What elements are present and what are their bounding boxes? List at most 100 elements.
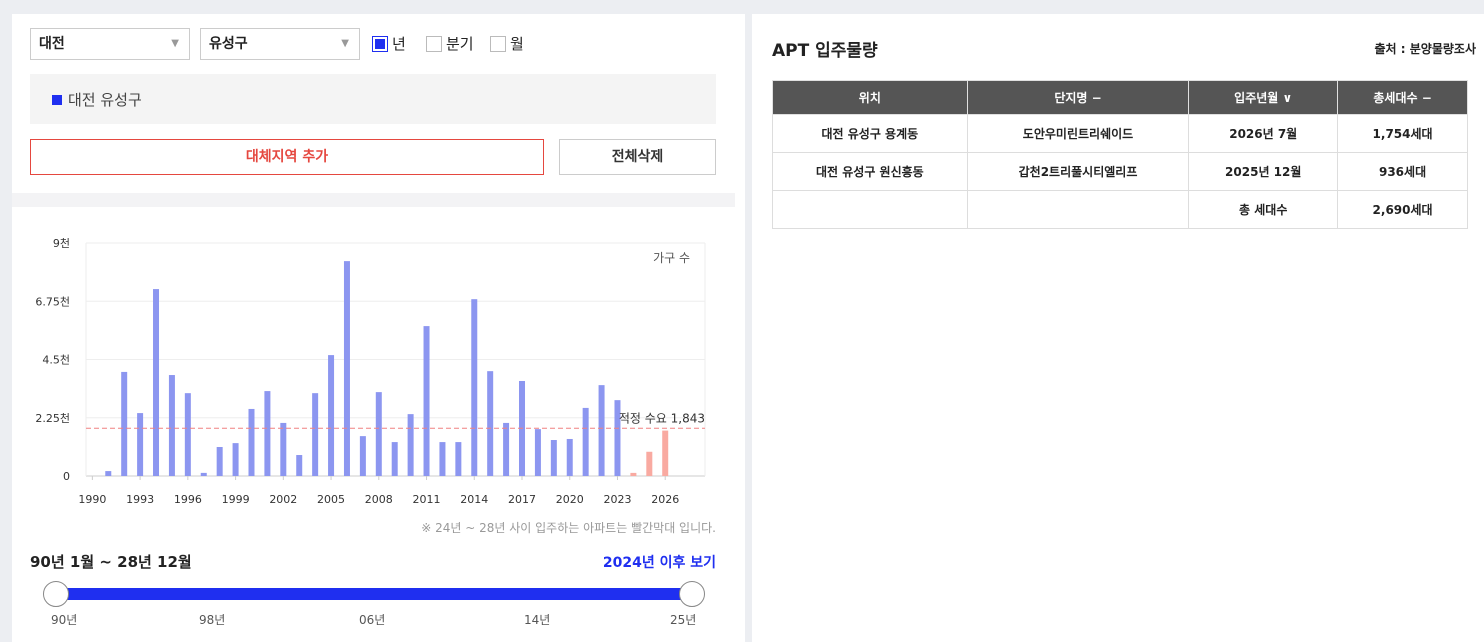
region-swatch <box>52 95 62 105</box>
bar <box>264 391 271 476</box>
arrow: ▼ <box>171 38 179 49</box>
bar <box>200 472 207 476</box>
x-tick-label: 1996 <box>174 493 202 506</box>
x-tick-label: 2002 <box>269 493 297 506</box>
table-row: 대전 유성구 용계동 도안우미린트리쉐이드 2026년 7월 1,754세대 <box>772 114 1468 153</box>
bar <box>550 440 557 476</box>
slider-label: 14년 <box>524 613 551 627</box>
bar <box>105 471 112 476</box>
option-label: 분기 <box>446 35 474 53</box>
x-tick-label: 2023 <box>603 493 631 506</box>
bar <box>137 413 144 476</box>
bar <box>375 392 382 476</box>
table-row: 대전 유성구 원신흥동 갑천2트리풀시티엘리프 2025년 12월 936세대 <box>772 152 1468 191</box>
period-option[interactable]: 월 <box>490 33 524 54</box>
slider-track <box>56 588 692 600</box>
bar <box>598 385 605 476</box>
bar <box>503 422 510 476</box>
table-cell <box>772 190 968 229</box>
table-title: APT 입주물량 <box>772 41 878 61</box>
bar <box>359 436 366 476</box>
bar <box>296 455 303 476</box>
x-tick-label: 1990 <box>78 493 106 506</box>
x-tick-label: 2005 <box>317 493 345 506</box>
y-tick-label: 6.75천 <box>35 294 70 308</box>
chart: 0 2.25천 4.5천 6.75천 9천 1990 1993 1996 1999 2002 200… <box>35 236 706 506</box>
district-select[interactable]: 유성구 ▼ <box>200 28 360 60</box>
period-option[interactable]: 분기 <box>426 33 474 54</box>
bar <box>582 407 589 476</box>
table-cell: 도안우미린트리쉐이드 <box>966 114 1190 153</box>
table-source: 출처 : 분양물량조사 <box>1374 42 1476 56</box>
region-select[interactable]: 대전 ▼ <box>30 28 190 60</box>
bar <box>248 408 255 476</box>
y-tick-label: 9천 <box>53 236 70 250</box>
bar <box>153 289 160 476</box>
x-tick-label: 2014 <box>460 493 488 506</box>
after-2024-link[interactable]: 2024년 이후 보기 <box>602 555 716 571</box>
checkbox <box>490 36 506 52</box>
header-cell[interactable]: 입주년월 ∨ <box>1188 80 1339 115</box>
header-cell[interactable]: 단지명 − <box>966 80 1190 115</box>
table-cell <box>966 190 1190 229</box>
x-tick-label: 2017 <box>508 493 536 506</box>
region-value: 대전 <box>39 36 65 52</box>
y-tick-label: 4.5천 <box>42 353 70 367</box>
table-cell: 2025년 12월 <box>1188 152 1339 191</box>
range-text: 90년 1월 ~ 28년 12월 <box>30 553 192 571</box>
x-tick-label: 2011 <box>413 493 441 506</box>
slider-label: 25년 <box>670 613 697 627</box>
checkbox <box>372 36 388 52</box>
bar <box>121 371 128 476</box>
bar <box>328 355 335 476</box>
header-cell: 위치 <box>772 80 968 115</box>
selected-region-box: 대전 유성구 <box>30 74 716 124</box>
slider-handle-start[interactable] <box>43 581 69 607</box>
table-cell: 총 세대수 <box>1188 190 1339 229</box>
bar <box>168 375 175 476</box>
bar <box>455 442 462 476</box>
x-tick-label: 2008 <box>365 493 393 506</box>
checkbox <box>426 36 442 52</box>
x-tick-label: 1999 <box>222 493 250 506</box>
table-cell: 갑천2트리풀시티엘리프 <box>966 152 1190 191</box>
clear-button[interactable]: 전체삭제 <box>559 139 716 175</box>
header-cell[interactable]: 총세대수 − <box>1337 80 1468 115</box>
slider-label: 98년 <box>199 613 226 627</box>
separator <box>12 193 735 207</box>
bar <box>646 451 653 476</box>
selected-region: 대전 유성구 <box>68 91 142 109</box>
slider-label: 90년 <box>51 613 78 627</box>
bar <box>439 442 446 476</box>
table-cell: 2026년 7월 <box>1188 114 1339 153</box>
district-value: 유성구 <box>209 36 248 52</box>
reference-label: 적정 수요 1,843 <box>619 411 705 425</box>
period-option[interactable]: 년 <box>372 33 406 54</box>
bar <box>614 400 621 476</box>
table-cell: 1,754세대 <box>1337 114 1468 153</box>
series-label: 가구 수 <box>653 251 690 265</box>
x-tick-label: 2020 <box>556 493 584 506</box>
bar <box>630 472 637 476</box>
slider-label: 06년 <box>359 613 386 627</box>
bar <box>280 422 287 476</box>
x-tick-label: 1993 <box>126 493 154 506</box>
bar <box>487 371 494 476</box>
x-tick-label: 2026 <box>651 493 679 506</box>
y-tick-label: 0 <box>63 470 70 483</box>
y-tick-label: 2.25천 <box>35 411 70 425</box>
option-label: 월 <box>510 35 524 53</box>
bar <box>662 430 669 476</box>
arrow: ▼ <box>341 38 349 49</box>
chart-note: ※ 24년 ~ 28년 사이 입주하는 아파트는 빨간막대 입니다. <box>421 521 716 535</box>
bar <box>232 443 239 476</box>
bar <box>216 447 223 476</box>
table-cell: 936세대 <box>1337 152 1468 191</box>
header-row: 위치 단지명 − 입주년월 ∨ 총세대수 − <box>772 80 1468 115</box>
add-button[interactable]: 대체지역 추가 <box>30 139 544 175</box>
slider-handle-end[interactable] <box>679 581 705 607</box>
bar <box>184 393 191 476</box>
option-label: 년 <box>392 35 406 53</box>
bar <box>312 393 319 476</box>
bar <box>471 299 478 476</box>
